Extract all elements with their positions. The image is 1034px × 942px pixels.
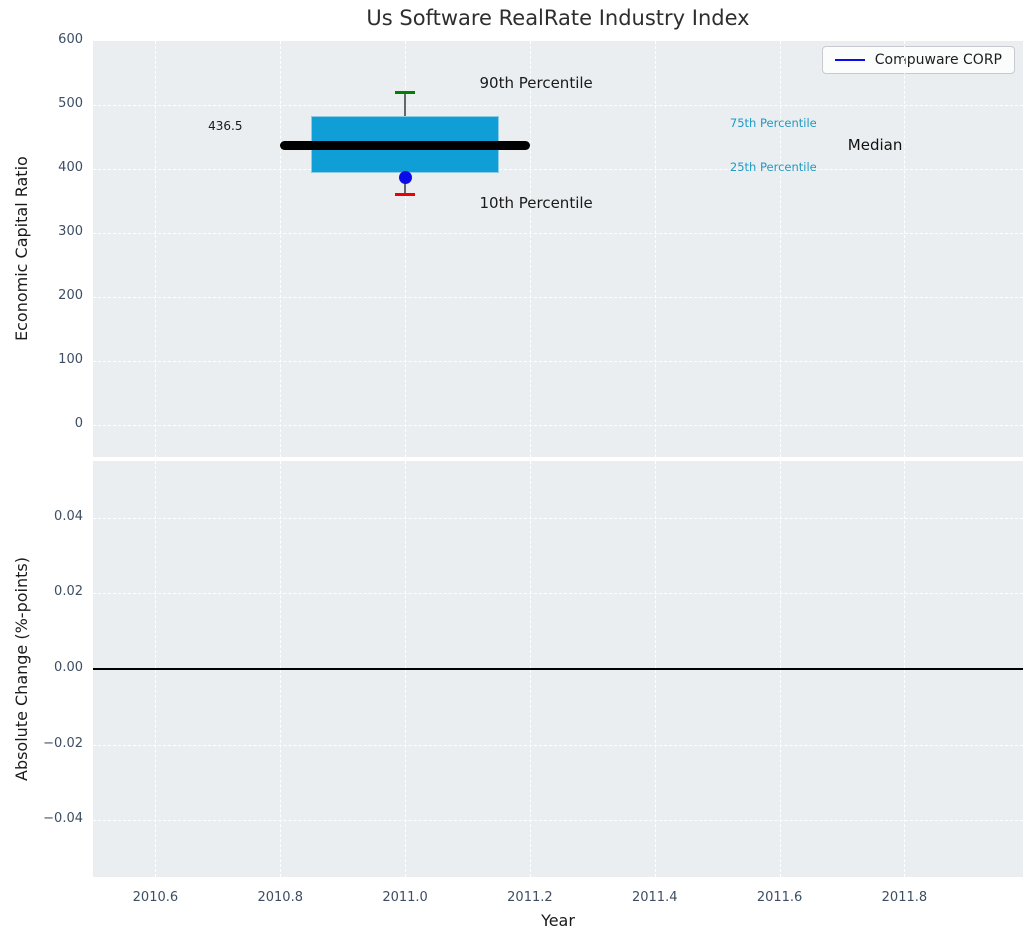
median-line (280, 141, 530, 151)
gridline-horizontal (93, 820, 1023, 822)
x-tick-label: 2011.6 (756, 890, 803, 905)
gridline-horizontal (93, 593, 1023, 595)
company-point (398, 170, 412, 184)
y-tick-label: 0.00 (54, 660, 83, 675)
gridline-vertical (654, 41, 656, 457)
xlabel-year: Year (541, 911, 575, 930)
legend-line-sample (834, 59, 865, 61)
gridline-horizontal (93, 169, 1023, 170)
annotation-436-5: 436.5 (208, 119, 243, 134)
gridline-horizontal (93, 105, 1023, 106)
legend: Compuware CORP (821, 46, 1015, 74)
gridline-vertical (405, 41, 407, 457)
y-tick-label: −0.02 (43, 735, 83, 751)
gridline-horizontal (93, 361, 1023, 362)
y-tick-label: 400 (58, 160, 83, 175)
legend-label: Compuware CORP (874, 52, 1002, 68)
y-tick-label: 300 (58, 224, 83, 239)
gridline-vertical (529, 41, 531, 457)
p90-cap (395, 90, 416, 94)
gridline-horizontal (93, 425, 1023, 426)
x-tick-label: 2011.2 (507, 890, 553, 905)
gridline-horizontal (93, 744, 1023, 746)
annotation-90th-percentile: 90th Percentile (479, 73, 593, 92)
y-tick-label: 100 (58, 352, 83, 367)
annotation-median: Median (847, 136, 903, 155)
x-tick-label: 2010.8 (257, 890, 303, 905)
p10-cap (395, 193, 416, 197)
gridline-horizontal (93, 233, 1023, 234)
gridline-vertical (155, 41, 157, 457)
y-tick-label: 600 (58, 32, 83, 47)
ylabel-absolute-change: Absolute Change (%-points) (12, 557, 31, 781)
y-tick-label: 0.02 (54, 584, 83, 600)
gridline-vertical (779, 41, 781, 457)
annotation-75th-percentile: 75th Percentile (729, 115, 817, 130)
ylabel-economic-capital-ratio: Economic Capital Ratio (12, 156, 31, 342)
y-tick-label: −0.04 (43, 811, 83, 827)
x-tick-label: 2011.8 (881, 890, 928, 905)
annotation-10th-percentile: 10th Percentile (479, 193, 593, 212)
y-tick-label: 0.04 (54, 508, 83, 524)
gridline-vertical (280, 41, 282, 457)
zero-line (93, 668, 1023, 670)
axes-top-boxplot: Compuware CORP 0 100 200 300 400 500 600 436.5 9… (58, 32, 1023, 457)
y-tick-label: 0 (74, 416, 83, 431)
y-tick-label: 200 (58, 288, 83, 303)
annotation-25th-percentile: 25th Percentile (729, 160, 817, 175)
x-tick-label: 2011.4 (631, 890, 678, 905)
chart-title: Us Software RealRate Industry Index (366, 6, 750, 30)
gridline-vertical (904, 41, 906, 457)
x-tick-label: 2011.0 (382, 890, 428, 905)
y-tick-label: 500 (58, 96, 83, 111)
gridline-horizontal (93, 297, 1023, 298)
gridline-horizontal (93, 517, 1023, 519)
axes-bottom-change: 2010.6 2010.8 2011.0 2011.2 2011.4 2011.6 2011… (43, 461, 1023, 905)
x-tick-label: 2010.6 (132, 890, 179, 905)
